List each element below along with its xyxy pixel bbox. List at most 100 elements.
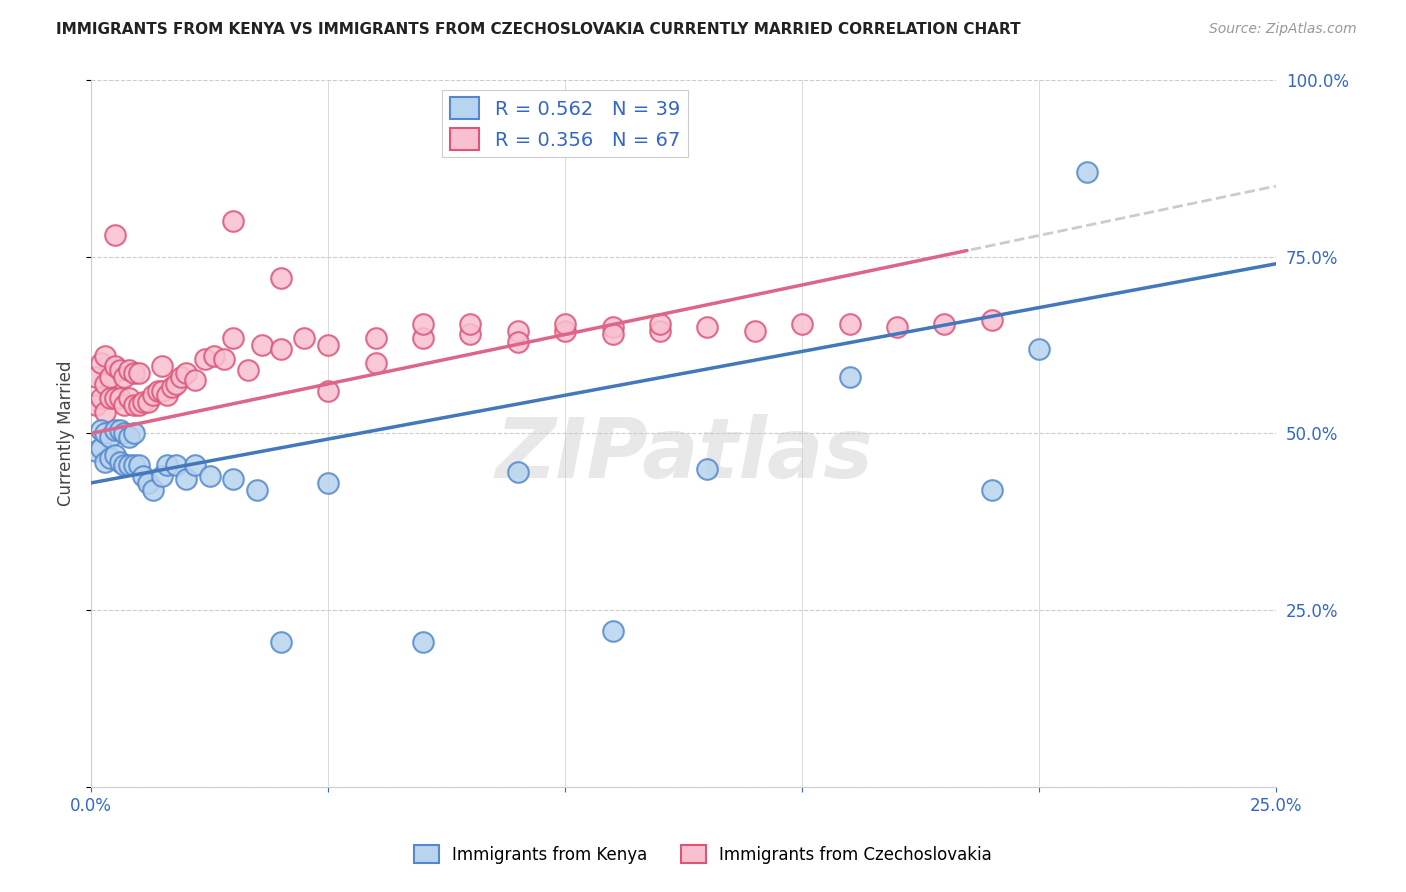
Point xyxy=(246,483,269,497)
Point xyxy=(1076,165,1098,179)
Y-axis label: Currently Married: Currently Married xyxy=(58,360,75,506)
Point xyxy=(150,359,173,374)
Point xyxy=(98,430,121,444)
Point xyxy=(142,387,165,401)
Point xyxy=(104,448,127,462)
Text: IMMIGRANTS FROM KENYA VS IMMIGRANTS FROM CZECHOSLOVAKIA CURRENTLY MARRIED CORREL: IMMIGRANTS FROM KENYA VS IMMIGRANTS FROM… xyxy=(56,22,1021,37)
Point xyxy=(150,384,173,398)
Point xyxy=(156,458,179,473)
Point xyxy=(980,483,1002,497)
Point xyxy=(316,384,339,398)
Point xyxy=(136,475,159,490)
Point xyxy=(94,426,117,441)
Point xyxy=(790,317,813,331)
Point xyxy=(132,394,155,409)
Point xyxy=(104,391,127,405)
Point xyxy=(108,391,131,405)
Point xyxy=(460,327,482,342)
Point xyxy=(98,451,121,466)
Point xyxy=(222,331,245,345)
Point xyxy=(98,369,121,384)
Point xyxy=(128,398,150,412)
Point xyxy=(118,391,141,405)
Point xyxy=(132,468,155,483)
Point xyxy=(184,458,207,473)
Text: Source: ZipAtlas.com: Source: ZipAtlas.com xyxy=(1209,22,1357,37)
Point xyxy=(94,349,117,363)
Point xyxy=(122,458,145,473)
Point xyxy=(744,324,766,338)
Point xyxy=(236,363,259,377)
Point xyxy=(294,331,316,345)
Point xyxy=(170,369,193,384)
Point xyxy=(104,228,127,243)
Point xyxy=(316,475,339,490)
Point xyxy=(142,483,165,497)
Point xyxy=(412,317,434,331)
Point xyxy=(364,356,387,370)
Point xyxy=(104,359,127,374)
Point xyxy=(104,423,127,437)
Point xyxy=(886,320,908,334)
Point xyxy=(122,398,145,412)
Point xyxy=(90,441,112,455)
Point xyxy=(648,324,671,338)
Point xyxy=(94,455,117,469)
Point xyxy=(174,472,197,486)
Legend: Immigrants from Kenya, Immigrants from Czechoslovakia: Immigrants from Kenya, Immigrants from C… xyxy=(408,838,998,871)
Point xyxy=(94,405,117,419)
Text: ZIPatlas: ZIPatlas xyxy=(495,414,873,495)
Point xyxy=(270,271,292,285)
Point xyxy=(602,327,624,342)
Point xyxy=(118,363,141,377)
Point xyxy=(696,320,718,334)
Point xyxy=(166,458,188,473)
Point xyxy=(934,317,956,331)
Point xyxy=(270,635,292,649)
Point xyxy=(602,320,624,334)
Point xyxy=(128,367,150,381)
Point xyxy=(146,384,169,398)
Point xyxy=(84,444,107,458)
Point xyxy=(156,387,179,401)
Point xyxy=(364,331,387,345)
Point xyxy=(112,398,135,412)
Point xyxy=(506,465,529,479)
Point xyxy=(250,338,273,352)
Point xyxy=(602,624,624,639)
Point xyxy=(118,430,141,444)
Point xyxy=(122,426,145,441)
Point xyxy=(90,356,112,370)
Point xyxy=(184,373,207,387)
Point xyxy=(554,324,576,338)
Point xyxy=(112,458,135,473)
Point xyxy=(316,338,339,352)
Legend: R = 0.562   N = 39, R = 0.356   N = 67: R = 0.562 N = 39, R = 0.356 N = 67 xyxy=(443,90,688,157)
Point xyxy=(94,376,117,391)
Point xyxy=(84,369,107,384)
Point xyxy=(174,367,197,381)
Point xyxy=(412,635,434,649)
Point xyxy=(838,317,860,331)
Point xyxy=(222,472,245,486)
Point xyxy=(554,317,576,331)
Point xyxy=(128,458,150,473)
Point xyxy=(270,342,292,356)
Point xyxy=(980,313,1002,327)
Point xyxy=(84,398,107,412)
Point xyxy=(696,462,718,476)
Point xyxy=(112,369,135,384)
Point xyxy=(136,394,159,409)
Point xyxy=(90,423,112,437)
Point xyxy=(198,468,221,483)
Point xyxy=(108,363,131,377)
Point xyxy=(160,380,183,394)
Point xyxy=(98,391,121,405)
Point xyxy=(194,352,217,367)
Point xyxy=(108,455,131,469)
Point xyxy=(150,468,173,483)
Point xyxy=(506,334,529,349)
Point xyxy=(648,317,671,331)
Point xyxy=(122,367,145,381)
Point xyxy=(506,324,529,338)
